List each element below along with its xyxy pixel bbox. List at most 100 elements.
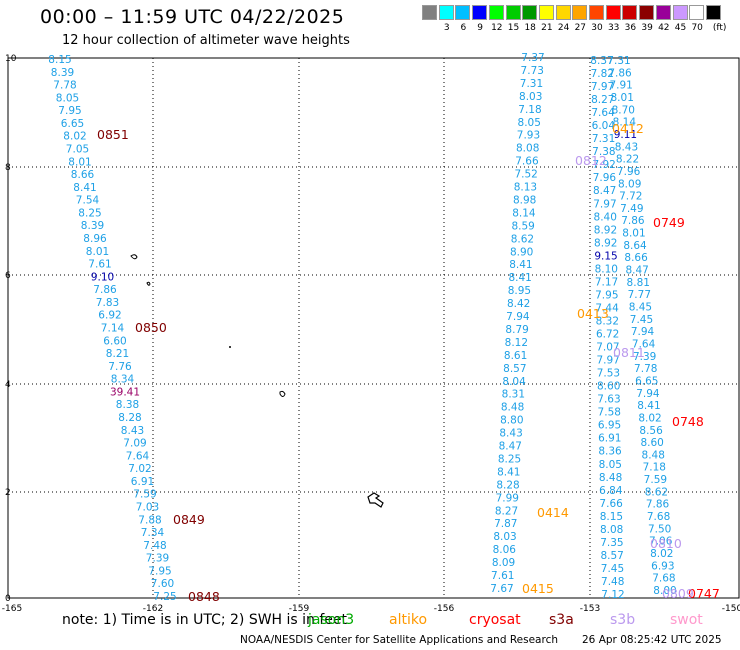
legend-swatch bbox=[488, 5, 504, 20]
y-tick-label: 8 bbox=[5, 163, 11, 173]
wave-height-value: 8.03 bbox=[493, 531, 516, 543]
x-tick-label: -150 bbox=[722, 604, 740, 614]
wave-height-value: 8.61 bbox=[504, 350, 527, 362]
wave-height-value: 8.21 bbox=[106, 348, 129, 360]
wave-height-value: 8.98 bbox=[513, 194, 536, 206]
wave-height-value: 7.66 bbox=[599, 498, 623, 510]
wave-height-value: 7.48 bbox=[143, 540, 166, 552]
wave-height-value: 8.56 bbox=[639, 425, 663, 437]
legend-label: 18 bbox=[524, 23, 536, 33]
legend-swatch bbox=[622, 5, 638, 20]
pass-label: 0413 bbox=[577, 306, 609, 321]
wave-height-value: 7.39 bbox=[633, 351, 656, 363]
pass-label: 0811 bbox=[613, 345, 645, 360]
wave-height-value: 8.02 bbox=[638, 412, 661, 424]
wave-height-value: 8.41 bbox=[497, 466, 520, 478]
island-outline bbox=[130, 254, 138, 260]
wave-height-value: 8.66 bbox=[624, 252, 648, 264]
wave-height-value: 7.09 bbox=[123, 438, 146, 450]
wave-height-value: 7.37 bbox=[521, 52, 544, 64]
wave-height-value: 7.39 bbox=[146, 553, 169, 565]
pass-label: 0747 bbox=[688, 586, 720, 601]
wave-height-value: 8.41 bbox=[73, 182, 96, 194]
wave-height-value: 8.48 bbox=[501, 402, 524, 414]
legend-swatch bbox=[538, 5, 554, 20]
wave-height-value: 8.14 bbox=[512, 207, 536, 219]
wave-height-value: 7.94 bbox=[631, 326, 655, 338]
wave-height-value: 8.05 bbox=[56, 92, 79, 104]
legend-label: 21 bbox=[541, 23, 553, 33]
legend-unit: (ft) bbox=[712, 23, 727, 33]
wave-height-value: 7.34 bbox=[141, 527, 165, 539]
wave-height-value: 8.28 bbox=[118, 412, 141, 424]
wave-height-value: 7.50 bbox=[648, 523, 671, 535]
wave-height-value: 8.79 bbox=[505, 324, 528, 336]
wave-height-value: 8.27 bbox=[495, 505, 518, 517]
wave-height-value: 8.08 bbox=[600, 524, 623, 536]
wave-height-value: 8.13 bbox=[514, 182, 537, 194]
wave-height-value: 7.87 bbox=[494, 518, 517, 530]
wave-height-value: 8.48 bbox=[599, 472, 622, 484]
legend-swatch bbox=[639, 5, 655, 20]
wave-height-value: 8.38 bbox=[116, 399, 139, 411]
wave-height-value: 8.92 bbox=[594, 237, 617, 249]
wave-height-value: 7.97 bbox=[591, 81, 614, 93]
legend-label: 12 bbox=[491, 23, 503, 33]
legend-swatch bbox=[605, 5, 621, 20]
island-dot bbox=[229, 346, 231, 348]
wave-height-value: 7.14 bbox=[101, 323, 125, 335]
wave-height-value: 8.39 bbox=[51, 67, 74, 79]
wave-height-value: 8.22 bbox=[616, 154, 639, 166]
wave-height-value: 7.31 bbox=[607, 55, 630, 67]
wave-height-value: 8.57 bbox=[503, 363, 526, 375]
wave-height-value: 7.96 bbox=[617, 166, 641, 178]
wave-height-value: 7.18 bbox=[518, 104, 541, 116]
legend-label: 3 bbox=[443, 23, 450, 33]
wave-height-value: 6.93 bbox=[651, 560, 674, 572]
wave-height-value: 7.97 bbox=[593, 198, 616, 210]
wave-height-value: 6.84 bbox=[599, 485, 623, 497]
footer-credit: NOAA/NESDIS Center for Satellite Applica… bbox=[240, 634, 558, 646]
legend-label: 27 bbox=[574, 23, 587, 33]
wave-height-value: 6.65 bbox=[635, 375, 658, 387]
x-tick-label: -162 bbox=[143, 604, 163, 614]
pass-label: 0748 bbox=[672, 414, 704, 429]
wave-height-value: 8.12 bbox=[505, 337, 528, 349]
wave-height-value: 8.81 bbox=[627, 277, 650, 289]
satellite-name: s3a bbox=[549, 612, 574, 628]
wave-height-value: 7.18 bbox=[643, 462, 666, 474]
wave-height-value: 8.28 bbox=[496, 479, 519, 491]
wave-height-value: 8.96 bbox=[83, 233, 107, 245]
wave-height-value: 7.77 bbox=[628, 289, 651, 301]
legend-label: 6 bbox=[460, 23, 467, 33]
wave-height-value: 7.05 bbox=[66, 144, 89, 156]
wave-height-value: 7.61 bbox=[88, 259, 111, 271]
wave-height-value: 8.09 bbox=[618, 178, 641, 190]
wave-height-value: 7.61 bbox=[491, 570, 514, 582]
legend-label: 33 bbox=[607, 23, 620, 33]
legend-swatch bbox=[522, 5, 538, 20]
wave-height-value: 8.15 bbox=[600, 511, 623, 523]
wave-height-value: 8.47 bbox=[499, 441, 522, 453]
wave-height-value: 7.64 bbox=[591, 107, 615, 119]
legend-label: 30 bbox=[591, 23, 603, 33]
wave-height-value: 8.43 bbox=[499, 428, 522, 440]
wave-height-value: 7.06 bbox=[649, 536, 673, 548]
wave-height-value: 8.43 bbox=[615, 141, 638, 153]
wave-height-value: 9.15 bbox=[594, 250, 617, 262]
legend-swatch bbox=[438, 5, 454, 20]
satellite-name: s3b bbox=[610, 612, 636, 628]
satellite-name: swot bbox=[670, 612, 703, 628]
wave-height-value: 8.95 bbox=[508, 285, 531, 297]
page-title: 00:00 – 11:59 UTC 04/22/2025 bbox=[40, 6, 345, 28]
wave-height-value: 7.63 bbox=[597, 394, 620, 406]
legend-swatch bbox=[555, 5, 571, 20]
pass-label: 0414 bbox=[537, 505, 569, 520]
wave-height-value: 8.01 bbox=[86, 246, 109, 258]
y-tick-label: 0 bbox=[5, 594, 11, 604]
wave-height-value: 7.78 bbox=[53, 80, 76, 92]
wave-height-value: 7.92 bbox=[592, 159, 615, 171]
wave-height-value: 7.73 bbox=[521, 65, 544, 77]
wave-height-value: 7.95 bbox=[595, 289, 618, 301]
legend-swatch bbox=[455, 5, 471, 20]
